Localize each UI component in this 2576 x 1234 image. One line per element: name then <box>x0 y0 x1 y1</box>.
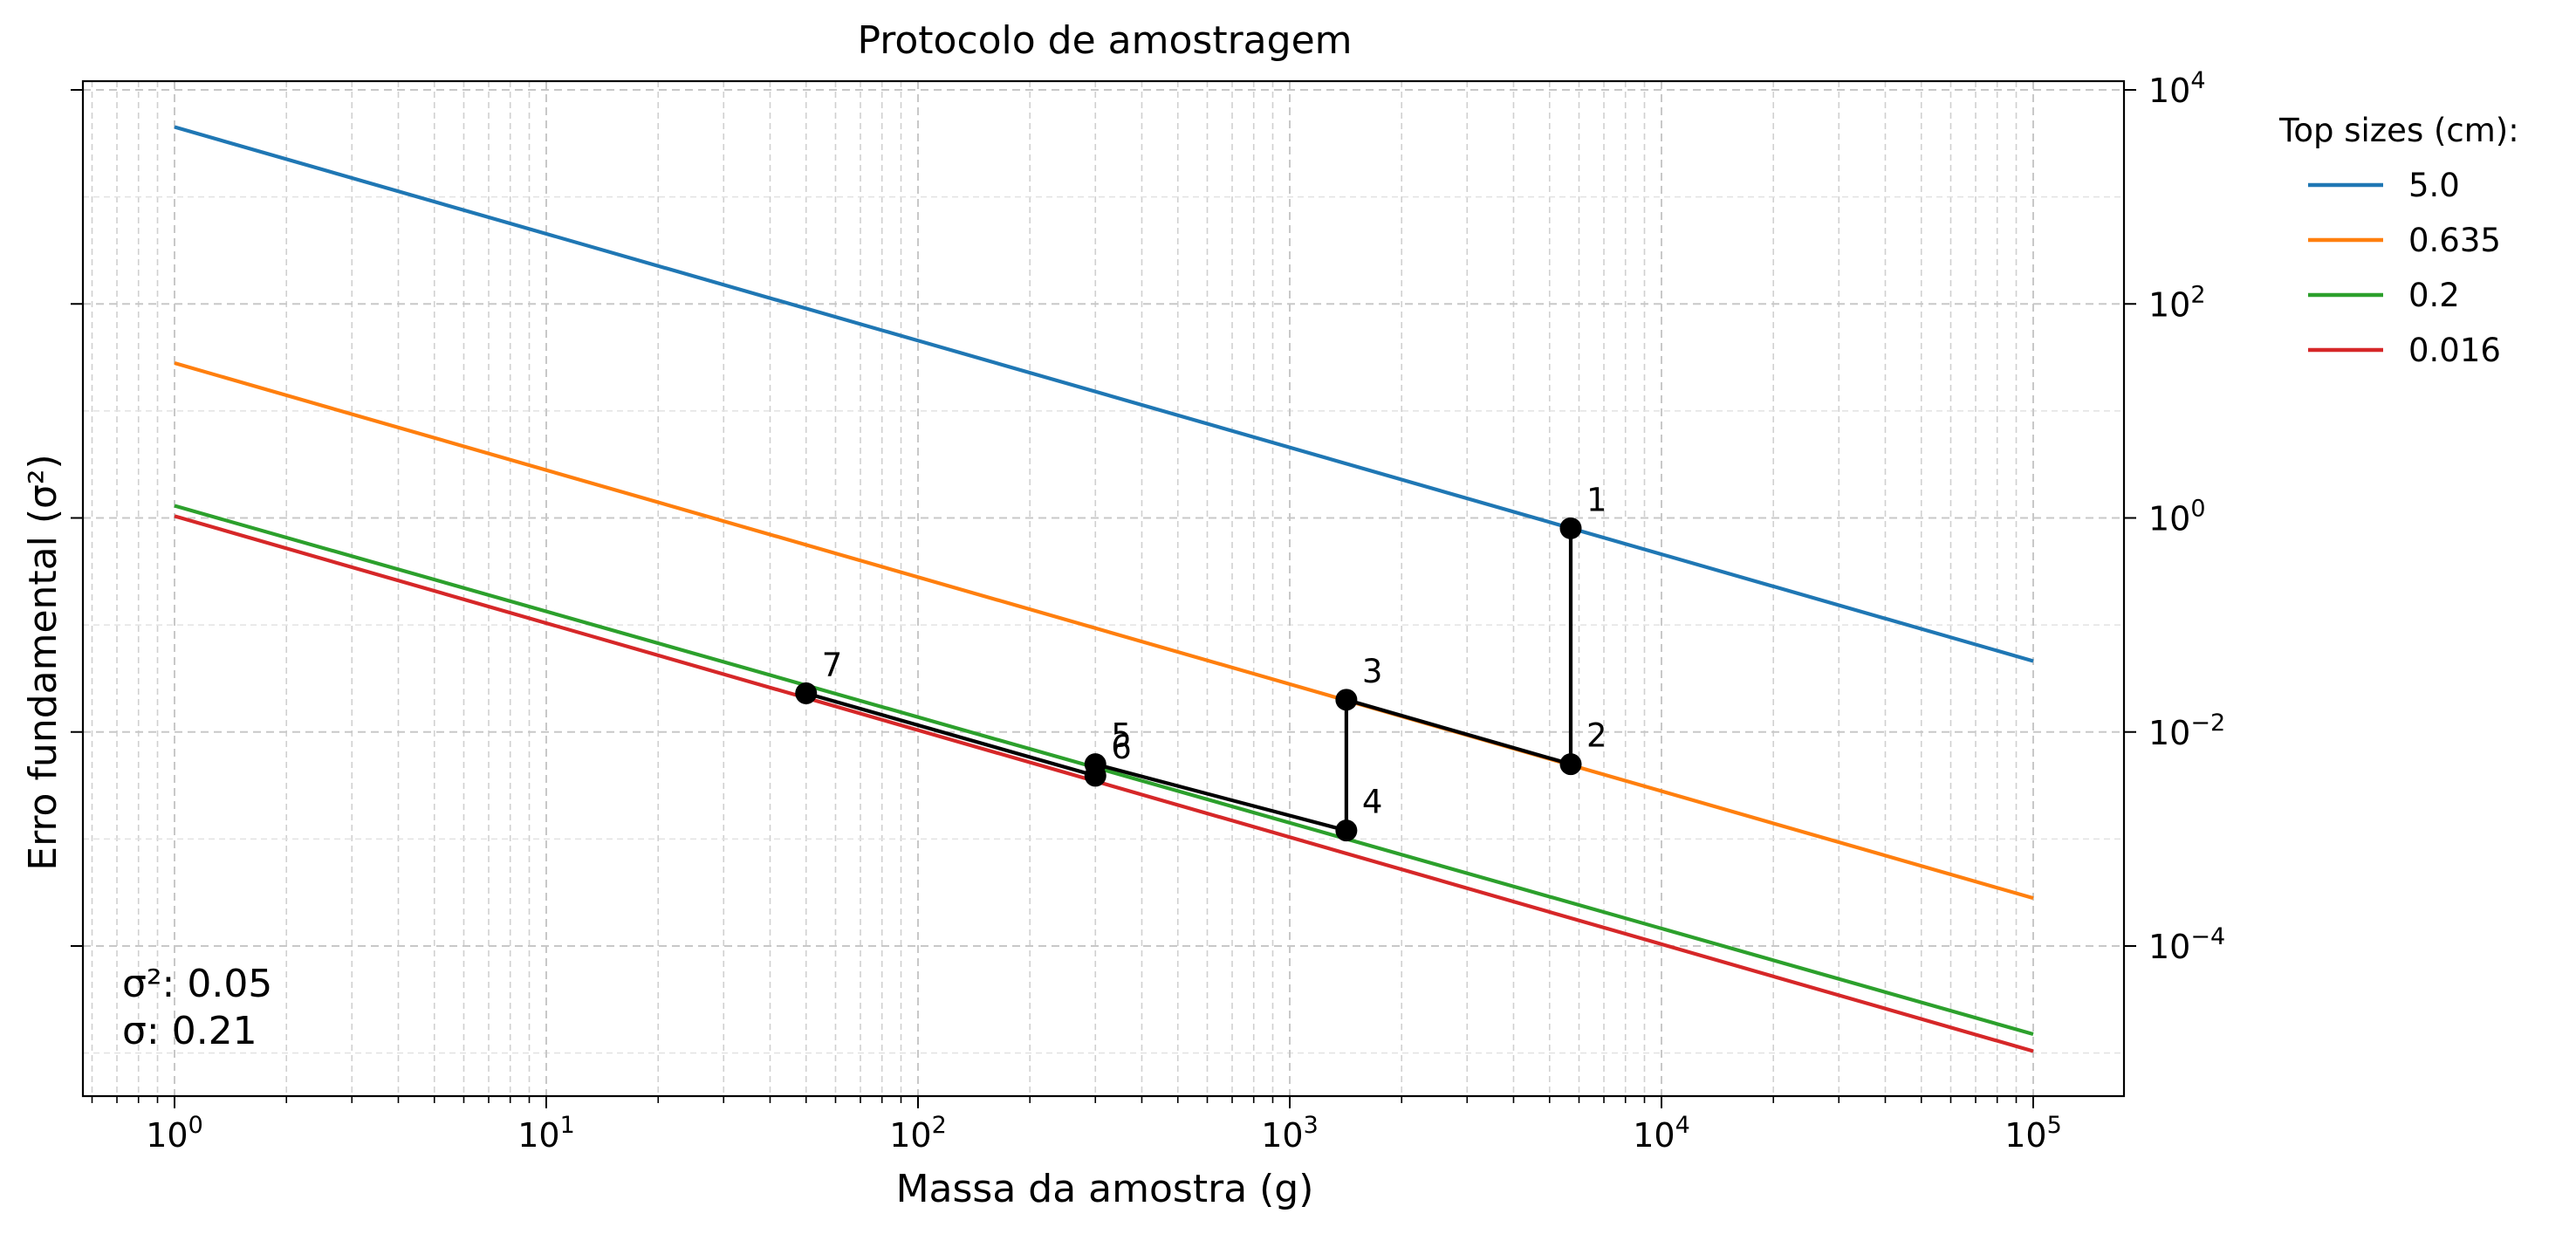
sigma-annotation: σ: 0.21 <box>122 1009 257 1053</box>
series-line <box>174 125 2034 663</box>
legend-entry-label: 0.635 <box>2408 222 2501 259</box>
x-tick-label: 101 <box>517 1112 575 1155</box>
x-tick-label: 100 <box>146 1112 203 1155</box>
protocol-point <box>1335 819 1358 842</box>
protocol-point-label: 4 <box>1362 784 1383 821</box>
y-tick-label: 104 <box>2148 67 2206 110</box>
protocol-point-label: 2 <box>1586 717 1607 755</box>
protocol-point <box>1335 689 1358 711</box>
x-tick-label: 102 <box>889 1112 947 1155</box>
protocol-point <box>795 682 818 704</box>
legend-entry-label: 0.016 <box>2408 332 2501 369</box>
grid <box>83 81 2124 1096</box>
protocol-point-label: 7 <box>822 646 843 683</box>
variance-annotation: σ²: 0.05 <box>122 962 272 1006</box>
y-tick-label: 100 <box>2148 496 2206 538</box>
protocol-point <box>1084 764 1106 787</box>
x-tick-label: 103 <box>1261 1112 1319 1155</box>
legend-title: Top sizes (cm): <box>2278 112 2519 149</box>
protocol-path: 1 2 3 4 56 7 <box>795 481 1607 842</box>
x-tick-label: 105 <box>2004 1112 2062 1155</box>
y-tick-label: 10−4 <box>2148 923 2225 966</box>
series-line <box>174 514 2034 1053</box>
protocol-point <box>1559 517 1582 539</box>
protocol-point-label: 6 <box>1111 729 1132 766</box>
legend-entry-label: 5.0 <box>2408 167 2460 204</box>
chart-title: Protocolo de amostragem <box>857 18 1352 63</box>
protocol-point-label: 3 <box>1362 653 1383 690</box>
y-tick-label: 102 <box>2148 281 2206 324</box>
protocol-point <box>1559 753 1582 776</box>
x-tick-label: 104 <box>1633 1112 1690 1155</box>
y-axis-label: Erro fundamental (σ²) <box>21 454 65 870</box>
legend: Top sizes (cm): 5.0 0.635 0.2 0.016 <box>2278 112 2519 369</box>
protocol-point-label: 1 <box>1586 481 1607 518</box>
x-axis-label: Massa da amostra (g) <box>896 1167 1314 1211</box>
series-line <box>174 361 2034 901</box>
legend-entry-label: 0.2 <box>2408 277 2460 314</box>
y-tick-label: 10−2 <box>2148 710 2225 752</box>
plot-frame <box>81 79 2126 1098</box>
axes: 100 101 102 103 104 105 10−4 10−2 100 102 104 <box>71 67 2225 1155</box>
protocol-point-label: 5 <box>1111 717 1132 755</box>
